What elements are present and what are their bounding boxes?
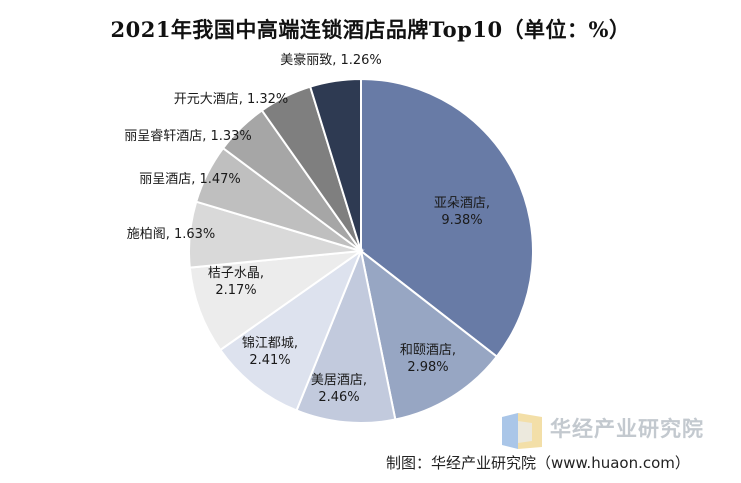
pie-slice-2 — [359, 248, 499, 421]
watermark-logo-icon — [502, 413, 542, 449]
pie-slice-4 — [218, 248, 364, 412]
slice-label-3: 美居酒店, 2.46% — [311, 373, 367, 405]
slice-label-1: 亚朵酒店, 9.38% — [434, 196, 490, 228]
pie-slice-3 — [295, 247, 397, 424]
slice-label-5: 桔子水晶, 2.17% — [208, 266, 264, 298]
slice-label-6: 施柏阁, 1.63% — [127, 227, 216, 242]
slice-label-7: 丽呈酒店, 1.47% — [139, 172, 241, 187]
slice-label-9: 开元大酒店, 1.32% — [174, 92, 289, 107]
slice-label-4: 锦江都城, 2.41% — [242, 336, 298, 368]
pie-slice-1 — [360, 77, 534, 358]
source-note: 制图：华经产业研究院（www.huaon.com） — [386, 454, 690, 472]
slice-label-8: 丽呈睿轩酒店, 1.33% — [124, 129, 252, 144]
watermark-text: 华经产业研究院 — [550, 417, 704, 441]
pie-slice-10 — [308, 77, 362, 252]
watermark: 华经产业研究院 — [498, 411, 738, 451]
slice-label-10: 美豪丽致, 1.26% — [280, 52, 382, 68]
pie-slice-5 — [188, 249, 365, 352]
slice-label-2: 和颐酒店, 2.98% — [400, 343, 456, 375]
chart-title: 2021年我国中高端连锁酒店品牌Top10（单位：%） — [110, 17, 631, 42]
